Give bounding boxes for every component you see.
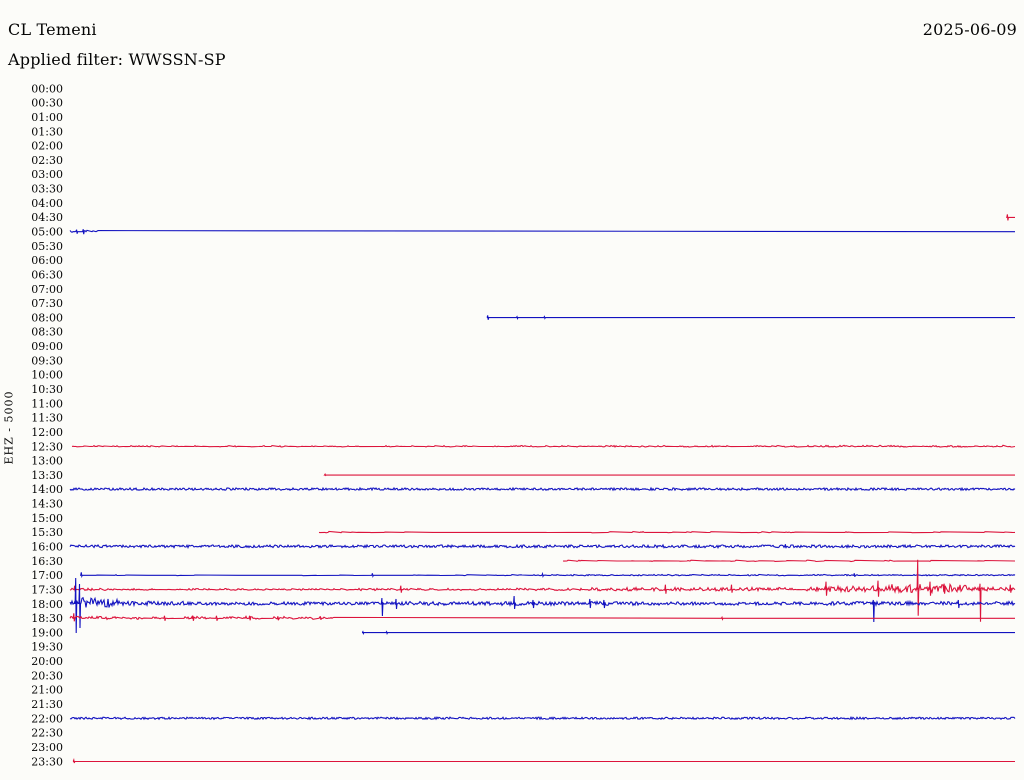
seismogram-trace: [69, 577, 1016, 634]
row-time-label: 21:30: [31, 698, 63, 711]
seismogram-trace: [72, 757, 1015, 764]
traces: [69, 214, 1016, 764]
row-time-label: 07:30: [31, 297, 63, 310]
row-time-label: 04:30: [31, 211, 63, 224]
seismogram-trace: [80, 571, 1016, 579]
row-time-label: 02:30: [31, 154, 63, 167]
seismogram-trace: [323, 473, 1015, 477]
row-time-label: 00:30: [31, 97, 63, 110]
row-time-label: 22:00: [31, 712, 63, 725]
row-time-label: 18:30: [31, 612, 63, 625]
row-time-label: 05:30: [31, 240, 63, 253]
seismogram-trace: [69, 559, 1016, 622]
row-time-label: 14:30: [31, 498, 63, 511]
row-time-label: 18:00: [31, 598, 63, 611]
row-time-label: 00:00: [31, 82, 63, 95]
row-time-label: 16:30: [31, 555, 63, 568]
seismogram-trace: [361, 630, 1015, 635]
row-time-label: 23:30: [31, 755, 63, 768]
row-time-label: 04:00: [31, 197, 63, 210]
row-time-label: 13:00: [31, 455, 63, 468]
row-time-label: 12:00: [31, 426, 63, 439]
row-time-label: 09:00: [31, 340, 63, 353]
row-time-label: 15:30: [31, 526, 63, 539]
row-time-label: 16:00: [31, 541, 63, 554]
row-time-label: 07:00: [31, 283, 63, 296]
seismogram-trace: [562, 559, 1016, 563]
row-time-label: 10:00: [31, 369, 63, 382]
seismogram-trace: [1006, 214, 1015, 221]
row-time-label: 19:00: [31, 626, 63, 639]
row-time-label: 06:00: [31, 254, 63, 267]
row-time-label: 11:00: [31, 397, 63, 410]
seismogram-trace: [69, 613, 1015, 622]
row-time-label: 02:00: [31, 140, 63, 153]
row-time-label: 06:30: [31, 268, 63, 281]
row-time-label: 21:00: [31, 684, 63, 697]
row-time-label: 17:30: [31, 584, 63, 597]
row-time-label: 17:00: [31, 569, 63, 582]
seismogram-trace: [486, 315, 1015, 320]
row-time-label: 20:00: [31, 655, 63, 668]
seismogram-trace: [69, 229, 1016, 235]
date-label: 2025-06-09: [922, 20, 1017, 39]
seismogram-trace: [318, 530, 1016, 534]
row-time-label: 05:00: [31, 226, 63, 239]
row-time-label: 08:30: [31, 326, 63, 339]
row-time-label: 01:30: [31, 125, 63, 138]
row-time-label: 13:30: [31, 469, 63, 482]
row-time-label: 10:30: [31, 383, 63, 396]
row-time-label: 09:30: [31, 354, 63, 367]
row-time-label: 11:30: [31, 412, 63, 425]
row-time-label: 03:00: [31, 168, 63, 181]
row-time-label: 22:30: [31, 727, 63, 740]
row-time-label: 01:00: [31, 111, 63, 124]
seismogram-trace: [71, 444, 1016, 448]
row-time-label: 14:00: [31, 483, 63, 496]
seismogram-trace: [69, 543, 1016, 550]
row-time-label: 12:30: [31, 440, 63, 453]
row-time-label: 08:00: [31, 311, 63, 324]
seismogram-trace: [69, 486, 1016, 492]
row-time-label: 03:30: [31, 183, 63, 196]
row-time-label: 19:30: [31, 641, 63, 654]
filter-label: Applied filter: WWSSN-SP: [8, 50, 226, 69]
row-time-label: 23:00: [31, 741, 63, 754]
row-time-label: 20:30: [31, 669, 63, 682]
row-time-label: 15:00: [31, 512, 63, 525]
seismogram-trace: [69, 715, 1016, 721]
station-title: CL Temeni: [8, 20, 97, 39]
